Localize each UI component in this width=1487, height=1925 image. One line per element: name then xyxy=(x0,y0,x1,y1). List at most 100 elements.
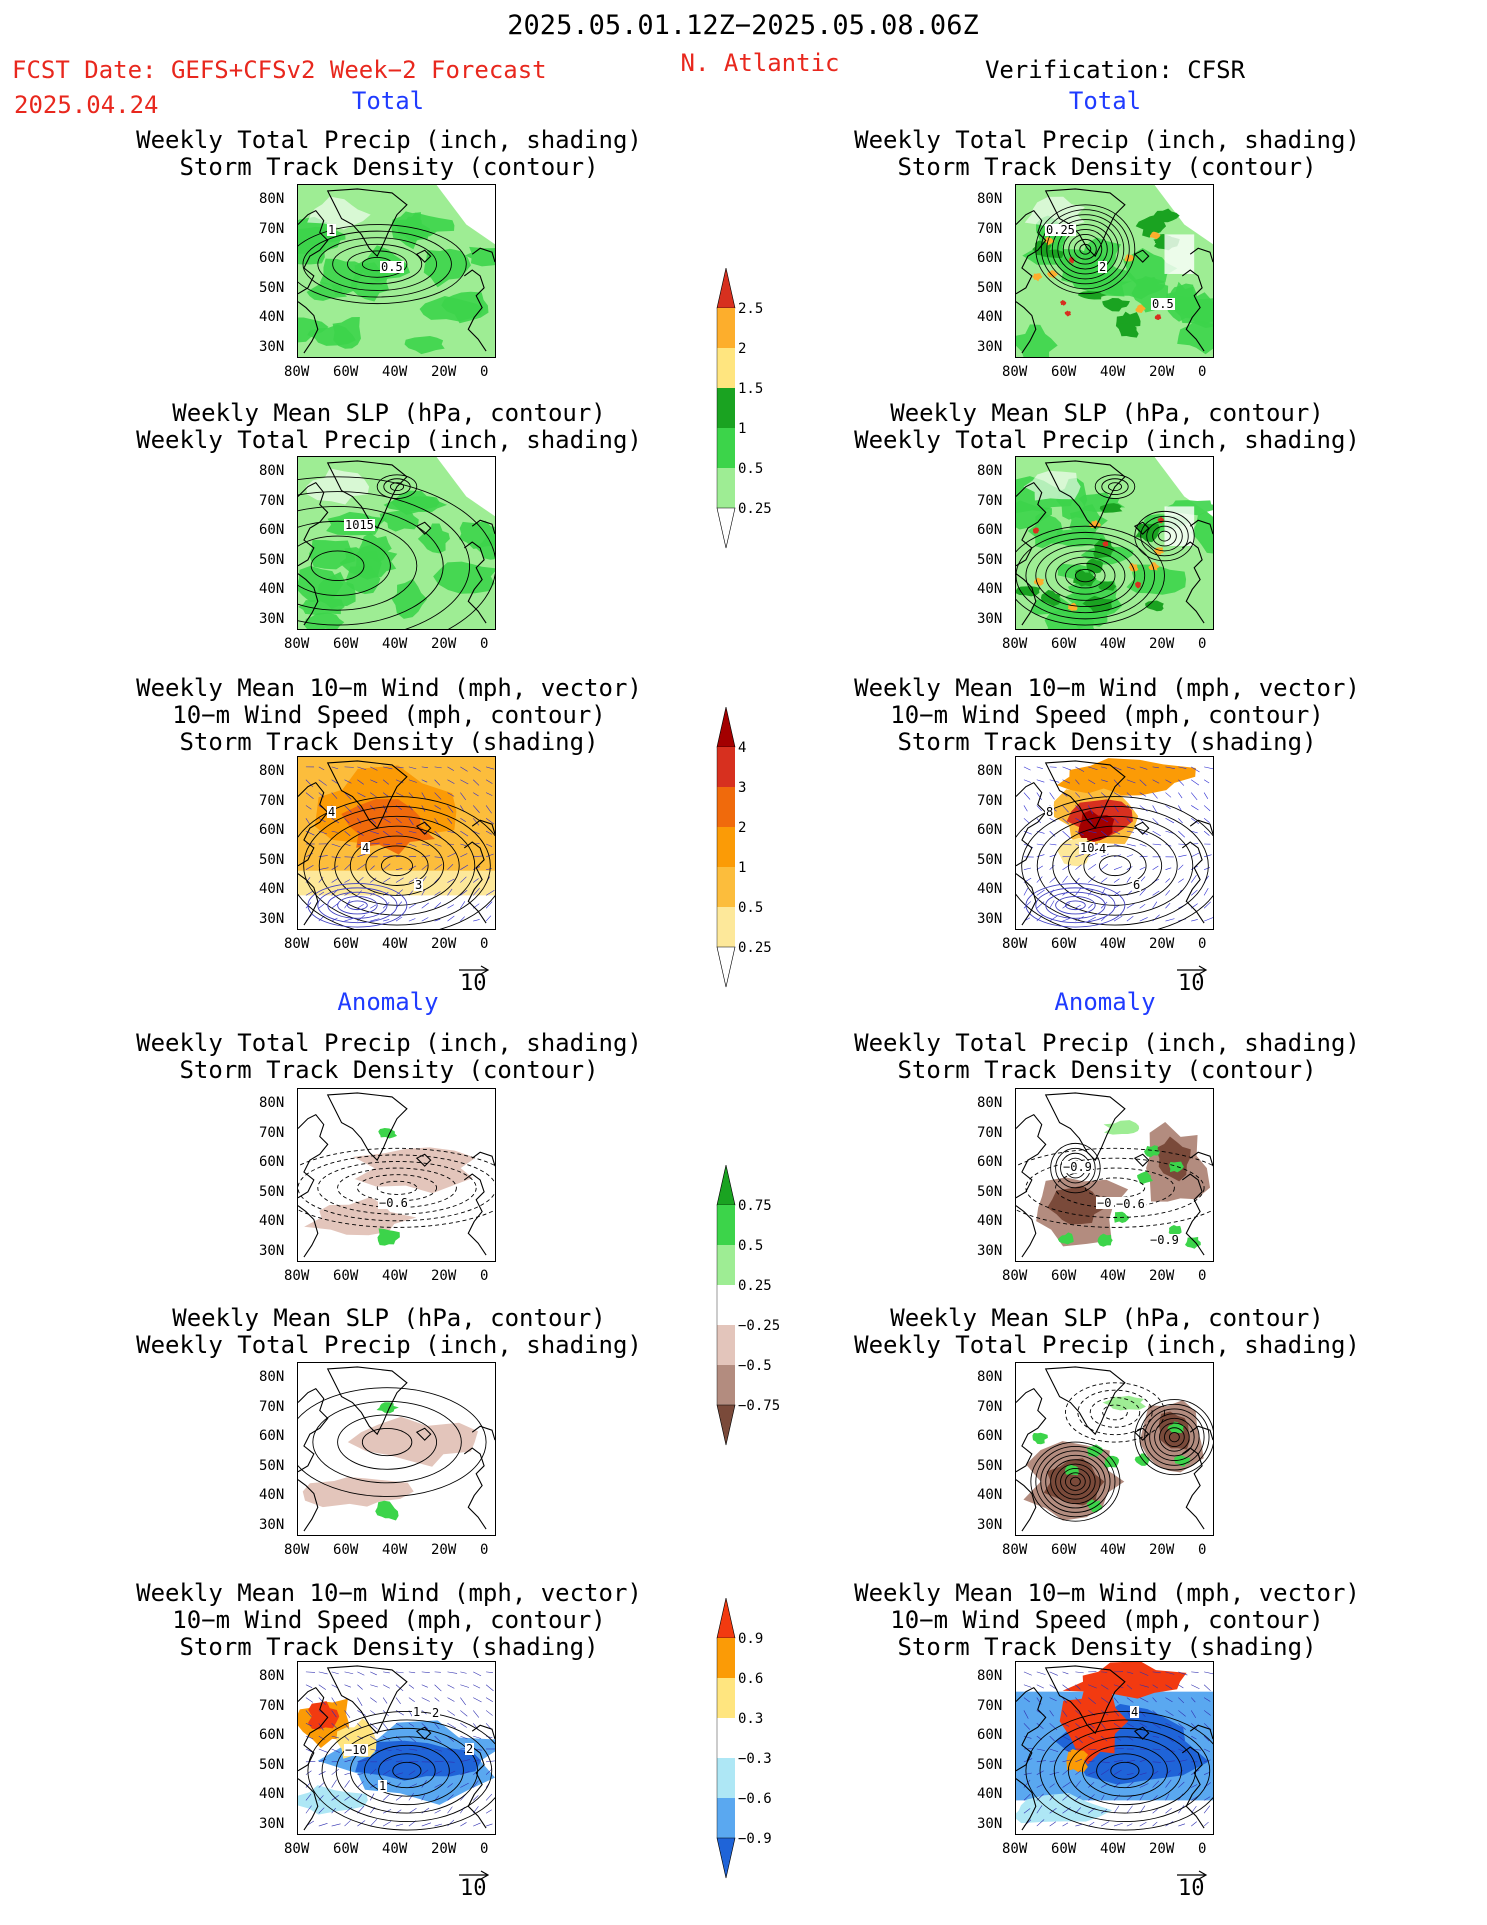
contour-label-wind_anom-forecast: 1 xyxy=(412,1705,422,1719)
lat-tick-wind_anom-forecast: 60N xyxy=(259,1727,285,1743)
lat-tick-slp_total-forecast: 30N xyxy=(259,610,285,627)
lon-tick-precip_anom-verification: 40W xyxy=(1100,1268,1126,1284)
colorbar-storm_anom: 0.9 0.6 0.3 −0.3 −0.6 −0.9 xyxy=(716,1597,796,1888)
lat-tick-slp_total-forecast: 70N xyxy=(259,492,285,509)
lat-tick-slp_anom-forecast: 80N xyxy=(259,1369,285,1385)
lat-tick-slp_total-forecast: 60N xyxy=(259,522,285,538)
colorbar-storm_total: 4 3 2 1 0.5 0.25 xyxy=(716,706,796,997)
lat-tick-slp_anom-verification: 70N xyxy=(977,1398,1003,1415)
colorbar-label-precip_anom: 0.5 xyxy=(738,1238,764,1254)
lat-tick-slp_total-forecast: 40N xyxy=(259,581,285,597)
panel-title-wind_total-forecast-line3: Storm Track Density (shading) xyxy=(179,728,599,756)
panel-title-precip_anom-forecast-line1: Weekly Total Precip (inch, shading) xyxy=(136,1029,642,1057)
lat-tick-wind_anom-forecast: 70N xyxy=(259,1697,285,1714)
lon-tick-precip_anom-forecast: 20W xyxy=(431,1268,457,1284)
panel-title-wind_total-verification-line1: Weekly Mean 10−m Wind (mph, vector) xyxy=(854,674,1360,702)
section-total-forecast: Total xyxy=(351,87,425,115)
vector-ref-label-wind_total-verification: 10 xyxy=(1178,971,1205,996)
panel-title-slp_total-verification-line2: Weekly Total Precip (inch, shading) xyxy=(854,426,1360,454)
colorbar-label-precip_total: 1.5 xyxy=(738,381,764,397)
lat-tick-slp_total-verification: 80N xyxy=(977,463,1003,479)
lon-tick-wind_anom-forecast: 40W xyxy=(382,1841,408,1857)
lon-tick-precip_anom-forecast: 60W xyxy=(333,1268,359,1284)
lon-tick-precip_total-forecast: 80W xyxy=(284,364,310,380)
colorbar-label-storm_total: 4 xyxy=(738,740,747,756)
lat-tick-wind_anom-forecast: 30N xyxy=(259,1815,285,1832)
contour-label-wind_anom-forecast: −10 xyxy=(344,1743,368,1757)
contour-label-wind_total-verification: 10 xyxy=(1079,841,1096,855)
lat-tick-wind_total-verification: 60N xyxy=(977,822,1003,838)
lat-tick-precip_total-forecast: 70N xyxy=(259,220,285,237)
colorbar-label-precip_total: 2.5 xyxy=(738,301,764,317)
fcst-label: FCST Date: GEFS+CFSv2 Week−2 Forecast xyxy=(12,56,547,84)
lon-tick-wind_anom-verification: 60W xyxy=(1051,1841,1077,1857)
lat-tick-precip_total-verification: 50N xyxy=(977,279,1003,296)
panel-title-precip_total-verification-line2: Storm Track Density (contour) xyxy=(897,153,1317,181)
colorbar-label-precip_total: 0.25 xyxy=(738,501,772,517)
lat-tick-precip_anom-forecast: 50N xyxy=(259,1183,285,1200)
panel-title-slp_total-forecast-line2: Weekly Total Precip (inch, shading) xyxy=(136,426,642,454)
map-panel-wind_anom-forecast xyxy=(297,1661,496,1835)
map-panel-wind_total-verification xyxy=(1015,756,1214,930)
lat-tick-precip_anom-verification: 30N xyxy=(977,1242,1003,1259)
panel-title-slp_anom-forecast-line1: Weekly Mean SLP (hPa, contour) xyxy=(172,1304,606,1332)
lat-tick-wind_total-forecast: 40N xyxy=(259,881,285,897)
lat-tick-wind_total-verification: 30N xyxy=(977,910,1003,927)
lon-tick-slp_anom-forecast: 20W xyxy=(431,1542,457,1558)
lat-tick-slp_anom-forecast: 70N xyxy=(259,1398,285,1415)
lon-tick-wind_total-forecast: 80W xyxy=(284,936,310,952)
lon-tick-slp_anom-verification: 0 xyxy=(1198,1542,1207,1558)
lat-tick-wind_anom-forecast: 40N xyxy=(259,1786,285,1802)
lon-tick-slp_total-verification: 0 xyxy=(1198,636,1207,652)
lon-tick-slp_anom-verification: 40W xyxy=(1100,1542,1126,1558)
lon-tick-precip_total-forecast: 20W xyxy=(431,364,457,380)
contour-label-precip_total-forecast: 1 xyxy=(327,223,337,237)
lat-tick-wind_anom-verification: 70N xyxy=(977,1697,1003,1714)
lat-tick-slp_total-forecast: 80N xyxy=(259,463,285,479)
vector-ref-wind_anom-forecast: 10 xyxy=(457,1866,491,1902)
contour-label-wind_total-forecast: 4 xyxy=(327,805,337,819)
contour-label-wind_anom-forecast: 1 xyxy=(378,1779,388,1793)
panel-title-wind_total-forecast-line2: 10−m Wind Speed (mph, contour) xyxy=(172,701,606,729)
lat-tick-wind_total-verification: 80N xyxy=(977,763,1003,779)
lon-tick-slp_total-forecast: 40W xyxy=(382,636,408,652)
lat-tick-wind_anom-forecast: 80N xyxy=(259,1668,285,1684)
lon-tick-wind_total-verification: 20W xyxy=(1149,936,1175,952)
section-anomaly-verification: Anomaly xyxy=(1054,988,1156,1016)
panel-title-precip_anom-verification-line1: Weekly Total Precip (inch, shading) xyxy=(854,1029,1360,1057)
contour-label-wind_anom-forecast: 2 xyxy=(465,1742,475,1756)
lon-tick-slp_total-forecast: 0 xyxy=(480,636,489,652)
lat-tick-slp_total-verification: 50N xyxy=(977,551,1003,568)
vector-ref-label-wind_total-forecast: 10 xyxy=(460,971,487,996)
lat-tick-precip_total-verification: 40N xyxy=(977,309,1003,325)
lat-tick-precip_total-verification: 80N xyxy=(977,191,1003,207)
lat-tick-precip_anom-verification: 50N xyxy=(977,1183,1003,1200)
lon-tick-wind_anom-forecast: 0 xyxy=(480,1841,489,1857)
contour-label-wind_total-verification: 4 xyxy=(1098,842,1108,856)
lon-tick-wind_anom-verification: 0 xyxy=(1198,1841,1207,1857)
colorbar-label-storm_anom: 0.3 xyxy=(738,1711,764,1727)
colorbar-label-precip_anom: −0.25 xyxy=(738,1318,781,1334)
contour-label-precip_total-forecast: 0.5 xyxy=(380,260,404,274)
colorbar-precip_anom: 0.75 0.5 0.25 −0.25 −0.5 −0.75 xyxy=(716,1164,796,1455)
map-panel-precip_total-verification xyxy=(1015,184,1214,358)
lat-tick-slp_anom-verification: 40N xyxy=(977,1487,1003,1503)
colorbar-label-storm_anom: 0.9 xyxy=(738,1631,764,1647)
lat-tick-slp_anom-verification: 60N xyxy=(977,1428,1003,1444)
map-panel-wind_total-forecast xyxy=(297,756,496,930)
panel-title-wind_anom-forecast-line1: Weekly Mean 10−m Wind (mph, vector) xyxy=(136,1579,642,1607)
panel-title-precip_total-forecast-line1: Weekly Total Precip (inch, shading) xyxy=(136,126,642,154)
map-panel-slp_total-verification xyxy=(1015,456,1214,630)
colorbar-label-storm_anom: −0.6 xyxy=(738,1791,772,1807)
colorbar-label-storm_anom: −0.9 xyxy=(738,1831,772,1847)
lon-tick-wind_total-verification: 80W xyxy=(1002,936,1028,952)
lon-tick-slp_total-verification: 80W xyxy=(1002,636,1028,652)
map-panel-slp_anom-forecast xyxy=(297,1362,496,1536)
lat-tick-precip_total-verification: 70N xyxy=(977,220,1003,237)
lon-tick-slp_total-forecast: 20W xyxy=(431,636,457,652)
lon-tick-precip_anom-forecast: 80W xyxy=(284,1268,310,1284)
lon-tick-slp_anom-forecast: 60W xyxy=(333,1542,359,1558)
lat-tick-slp_total-verification: 30N xyxy=(977,610,1003,627)
lon-tick-slp_anom-verification: 60W xyxy=(1051,1542,1077,1558)
contour-label-precip_anom-verification: −0.6 xyxy=(1115,1197,1146,1211)
